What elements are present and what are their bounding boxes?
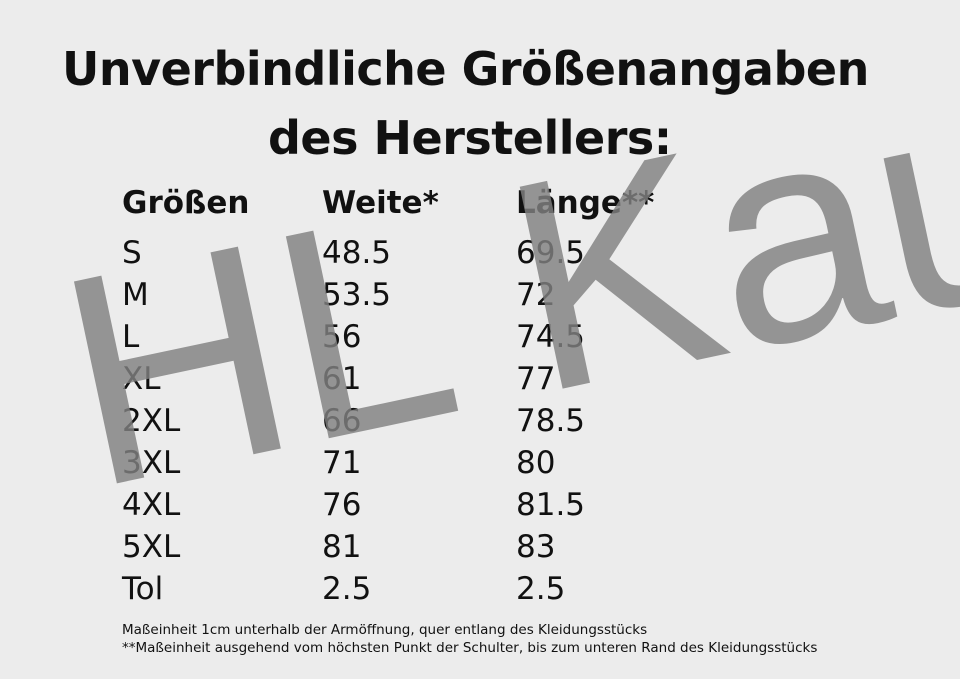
table-row: 3XL 71 80	[0, 442, 960, 484]
table-row: M 53.5 72	[0, 274, 960, 316]
size-cell: Tol	[122, 571, 164, 607]
title-line-2: des Herstellers:	[268, 111, 672, 165]
table-row: XL 61 77	[0, 358, 960, 400]
size-cell: 3XL	[122, 445, 181, 481]
length-cell: 2.5	[516, 571, 566, 607]
footnote-laenge: **Maßeinheit ausgehend vom höchsten Punk…	[122, 640, 818, 656]
length-cell: 83	[516, 529, 556, 565]
length-cell: 69.5	[516, 235, 586, 271]
length-cell: 74.5	[516, 319, 586, 355]
size-cell: M	[122, 277, 149, 313]
table-row: 2XL 66 78.5	[0, 400, 960, 442]
title-line-1: Unverbindliche Größenangaben	[62, 42, 869, 96]
header-laenge: Länge**	[516, 185, 655, 221]
table-body: S 48.5 69.5 M 53.5 72 L 56 74.5 XL 61 77…	[0, 232, 960, 610]
footnote-weite: Maßeinheit 1cm unterhalb der Armöffnung,…	[122, 622, 648, 638]
header-groessen: Größen	[122, 185, 250, 221]
header-weite: Weite*	[322, 185, 439, 221]
size-cell: 4XL	[122, 487, 181, 523]
width-cell: 48.5	[322, 235, 392, 271]
table-row: 4XL 76 81.5	[0, 484, 960, 526]
length-cell: 81.5	[516, 487, 586, 523]
width-cell: 56	[322, 319, 362, 355]
size-cell: 5XL	[122, 529, 181, 565]
table-row: 5XL 81 83	[0, 526, 960, 568]
size-cell: XL	[122, 361, 161, 397]
width-cell: 61	[322, 361, 362, 397]
size-cell: 2XL	[122, 403, 181, 439]
width-cell: 81	[322, 529, 362, 565]
table-row: Tol 2.5 2.5	[0, 568, 960, 610]
length-cell: 78.5	[516, 403, 586, 439]
length-cell: 72	[516, 277, 556, 313]
width-cell: 53.5	[322, 277, 392, 313]
width-cell: 71	[322, 445, 362, 481]
size-cell: L	[122, 319, 140, 355]
size-cell: S	[122, 235, 142, 271]
width-cell: 2.5	[322, 571, 372, 607]
length-cell: 80	[516, 445, 556, 481]
table-row: L 56 74.5	[0, 316, 960, 358]
length-cell: 77	[516, 361, 556, 397]
width-cell: 76	[322, 487, 362, 523]
table-row: S 48.5 69.5	[0, 232, 960, 274]
width-cell: 66	[322, 403, 362, 439]
